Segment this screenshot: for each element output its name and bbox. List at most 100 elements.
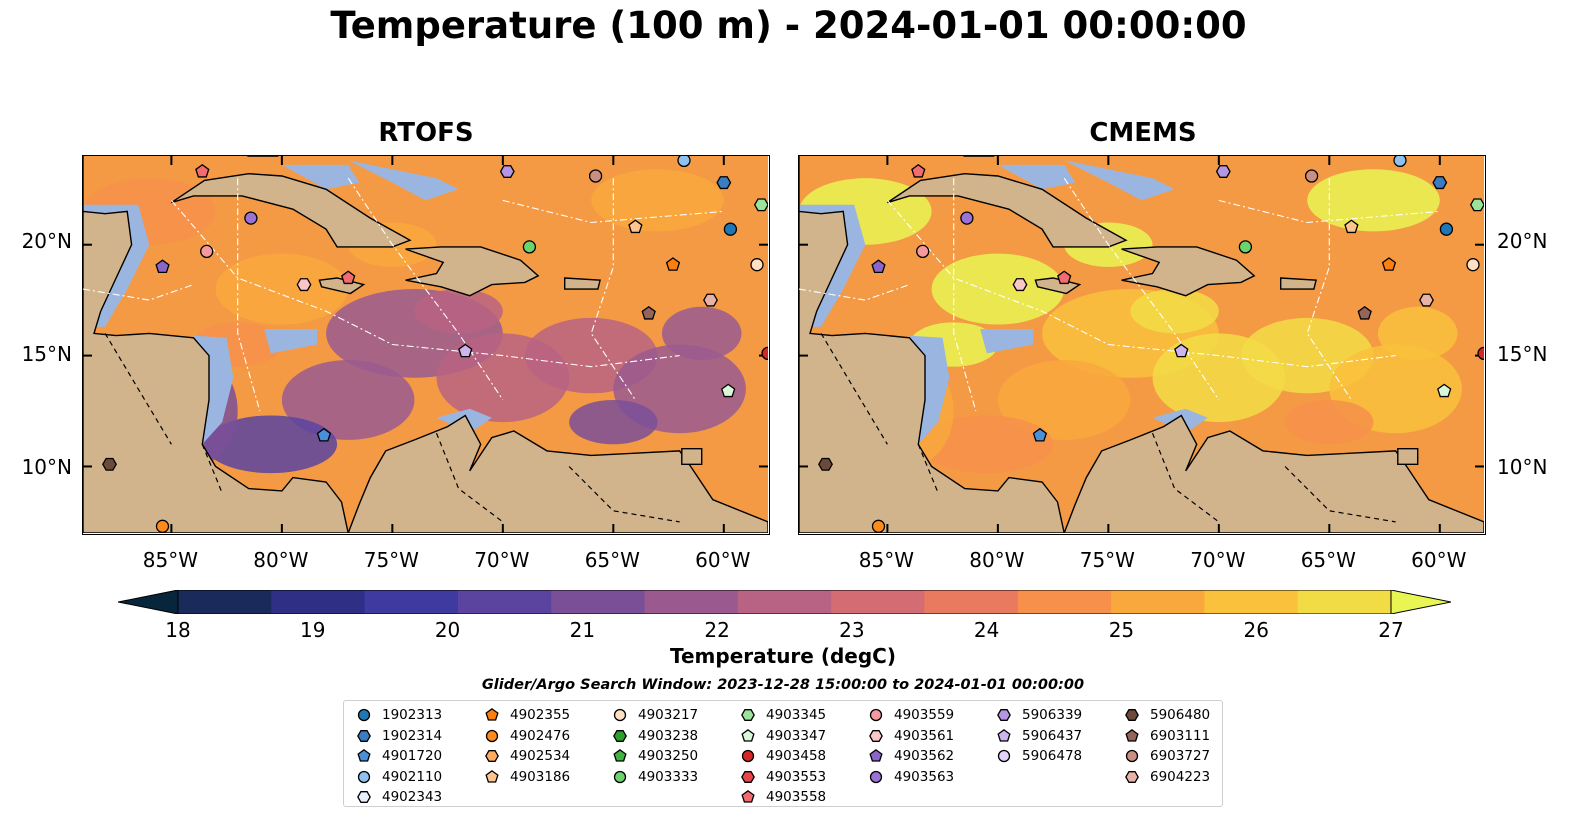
land-mass (1397, 448, 1419, 465)
legend-label: 4903563 (894, 768, 955, 785)
legend-marker-5906339 (997, 709, 1011, 721)
legend-label: 4903558 (766, 789, 827, 805)
border-line (104, 333, 172, 445)
map-canvas-rtofs (83, 156, 768, 533)
legend-label: 1902313 (382, 707, 443, 723)
legend-marker-4903238 (613, 729, 627, 742)
legend-label: 4902534 (510, 748, 571, 764)
float-marker-4902476 (871, 519, 886, 533)
legend-label: 4903559 (894, 707, 955, 723)
legend-label: 4902476 (510, 727, 571, 744)
legend-marker-4902476 (485, 729, 499, 742)
ytick-left: 15°N (21, 342, 72, 366)
float-marker-4903558 (911, 163, 926, 178)
shelf-area (1064, 160, 1175, 201)
legend-item: 4902534 (484, 746, 570, 766)
colorbar-segment (271, 590, 366, 614)
land-mass (1121, 246, 1256, 297)
xtick-label: 60°W (1411, 548, 1467, 572)
legend-marker-icon (997, 749, 1011, 763)
border-line (435, 432, 504, 523)
legend-marker-6904223 (1125, 770, 1139, 783)
border-line (568, 466, 680, 523)
float-marker-4903186 (628, 219, 643, 234)
legend-label: 6904223 (1150, 768, 1211, 785)
legend-marker-icon (485, 708, 499, 721)
float-marker-4903186 (1344, 219, 1359, 234)
float-marker-5906437 (458, 343, 473, 358)
float-marker-6903111 (641, 305, 656, 320)
legend-marker-4903458 (741, 749, 755, 763)
legend-marker-icon (485, 769, 499, 783)
float-marker-1902313 (723, 222, 738, 236)
colorbar-extend-min (118, 590, 179, 614)
legend-marker-4903186 (485, 769, 499, 783)
colorbar-tick-label: 27 (1378, 618, 1404, 642)
legend-marker-icon (741, 709, 755, 721)
legend-marker-4903217 (613, 708, 627, 722)
float-marker-4903458 (1477, 346, 1484, 361)
legend-item: 4903347 (740, 726, 826, 746)
legend-item: 4903238 (612, 726, 698, 746)
land-mass (171, 172, 412, 248)
legend-label: 4903553 (766, 768, 827, 785)
temperature-region (920, 415, 1054, 474)
float-marker-4902110 (677, 156, 691, 168)
float-marker-4903333 (1238, 240, 1253, 254)
legend-marker-icon (485, 750, 499, 762)
colorbar-segment (364, 590, 459, 614)
legend-item: 4903563 (868, 767, 954, 787)
float-marker-4903562 (155, 259, 170, 273)
legend-label: 4903345 (766, 707, 827, 723)
float-marker-4903559 (916, 244, 930, 259)
colorbar-segment (457, 590, 552, 614)
legend-marker-icon (357, 770, 371, 783)
legend-item: 4902476 (484, 726, 570, 746)
temperature-region (591, 169, 724, 232)
legend-marker-icon (869, 708, 883, 722)
legend-marker-icon (741, 770, 755, 783)
legend-marker-icon (613, 708, 627, 722)
legend-marker-icon (1125, 728, 1139, 742)
shelf-area (264, 329, 318, 354)
float-marker-4903347 (1437, 383, 1452, 398)
border-line (820, 333, 888, 445)
legend-marker-4903333 (613, 770, 627, 783)
colorbar-label: Temperature (degC) (670, 644, 896, 668)
colorbar-segment (924, 590, 1019, 614)
legend-item: 4903559 (868, 705, 954, 725)
float-marker-5906339 (499, 165, 515, 178)
legend-marker-4903345 (741, 709, 755, 721)
float-marker-5906480 (102, 457, 117, 471)
ytick-right: 15°N (1497, 342, 1548, 366)
float-marker-4902476 (155, 519, 170, 533)
legend-label: 4903561 (894, 727, 955, 744)
boundary-line (1063, 177, 1220, 401)
land-mass (1280, 277, 1317, 290)
legend-marker-icon (1125, 770, 1139, 783)
legend-label: 4903347 (766, 727, 827, 744)
boundary-line (502, 199, 724, 224)
legend-marker-icon (485, 729, 499, 742)
float-marker-4902355 (1381, 257, 1397, 271)
map-panel-cmems (798, 155, 1486, 535)
float-marker-4903563 (244, 211, 258, 225)
legend-marker-icon (741, 728, 755, 742)
float-marker-4901720 (316, 427, 332, 442)
legend-label: 4902110 (382, 768, 443, 785)
legend-item: 4903250 (612, 746, 698, 766)
legend-label: 4903562 (894, 748, 955, 764)
float-marker-4903561 (296, 278, 312, 292)
boundary-line (347, 177, 504, 401)
legend-marker-4902110 (357, 770, 371, 783)
float-marker-4902110 (1393, 156, 1407, 168)
legend-item: 4903553 (740, 767, 826, 787)
float-marker-1902314 (1432, 176, 1448, 190)
xtick-label: 75°W (363, 548, 419, 572)
legend-marker-icon (357, 749, 371, 762)
shelf-area (348, 160, 459, 201)
float-marker-4903217 (750, 258, 764, 272)
legend-marker-4902355 (485, 708, 499, 721)
colorbar-tick-label: 21 (569, 618, 596, 642)
legend-label: 4903458 (766, 748, 827, 764)
